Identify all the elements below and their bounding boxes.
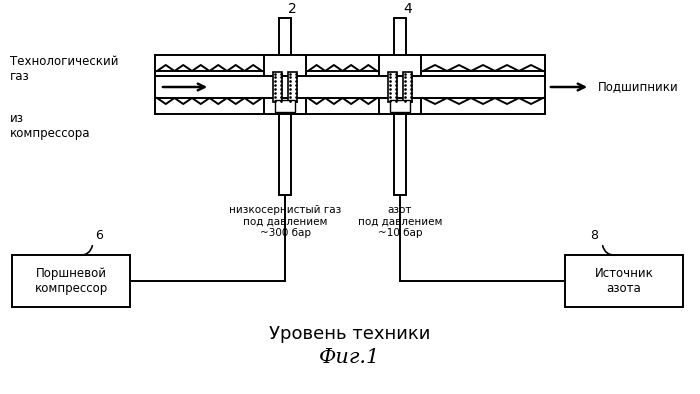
Bar (394, 114, 406, 195)
Bar (388, 72, 397, 102)
Bar (403, 72, 412, 102)
Bar (264, 55, 306, 76)
Text: 4: 4 (403, 2, 412, 16)
Bar (273, 72, 282, 102)
Text: Поршневой
компрессор: Поршневой компрессор (34, 267, 108, 295)
Text: 8: 8 (590, 229, 598, 242)
Text: азот
под давлением
~10 бар: азот под давлением ~10 бар (358, 205, 442, 238)
Bar (279, 18, 291, 55)
Text: Уровень техники: Уровень техники (270, 325, 430, 343)
Text: 2: 2 (288, 2, 297, 16)
Bar (394, 18, 406, 55)
Bar (275, 100, 295, 112)
Text: 6: 6 (95, 229, 103, 242)
Text: из
компрессора: из компрессора (10, 112, 90, 140)
Text: Технологический
газ: Технологический газ (10, 55, 118, 83)
Bar (288, 72, 297, 102)
Bar (565, 255, 683, 307)
Bar (264, 98, 306, 114)
Text: Источник
азота: Источник азота (594, 267, 653, 295)
Bar (279, 114, 291, 195)
Text: Подшипники: Подшипники (598, 80, 679, 93)
Bar (390, 100, 410, 112)
Bar (12, 255, 130, 307)
Bar (379, 55, 421, 76)
Bar (379, 98, 421, 114)
Text: Фиг.1: Фиг.1 (319, 348, 381, 367)
Text: низкосернистый газ
под давлением
~300 бар: низкосернистый газ под давлением ~300 ба… (229, 205, 341, 238)
